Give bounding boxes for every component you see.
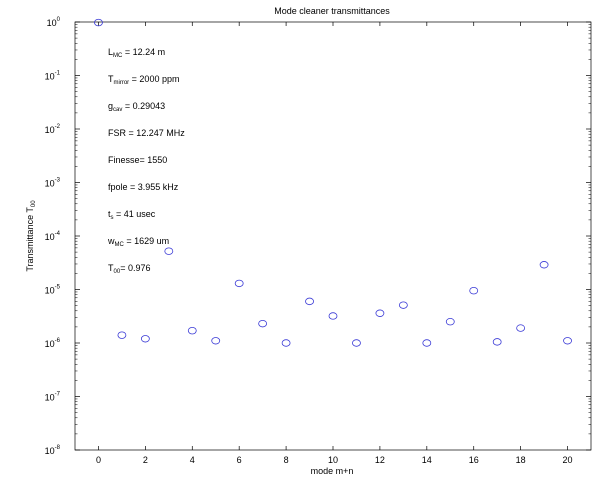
x-tick-label: 2 xyxy=(143,455,148,465)
chart-title: Mode cleaner transmittances xyxy=(274,6,390,16)
annotation-line: Finesse= 1550 xyxy=(108,155,167,165)
data-point xyxy=(258,319,268,328)
y-tick-exponent: -1 xyxy=(55,71,61,77)
data-point xyxy=(422,339,432,347)
y-tick-label: 10-8 xyxy=(45,445,61,456)
y-axis-label-main: Transmittance T xyxy=(25,207,35,272)
data-point xyxy=(539,261,549,269)
y-tick-label: 10-2 xyxy=(45,124,61,135)
svg-text:Transmittance T00: Transmittance T00 xyxy=(25,200,37,272)
x-tick-label: 14 xyxy=(422,455,432,465)
y-tick-exponent: -3 xyxy=(55,178,61,184)
y-tick-exponent: -2 xyxy=(55,124,61,130)
data-point xyxy=(492,338,502,346)
annotation-line: gcav = 0.29043 xyxy=(108,101,165,113)
x-tick-label: 20 xyxy=(563,455,573,465)
y-tick-label: 10-7 xyxy=(45,392,61,403)
data-point xyxy=(305,297,314,306)
data-point xyxy=(234,279,244,288)
data-point xyxy=(187,326,197,335)
data-point xyxy=(375,309,385,317)
y-tick-label: 10-4 xyxy=(45,231,61,242)
data-point xyxy=(328,312,338,320)
data-point xyxy=(469,286,479,295)
data-point xyxy=(164,247,174,255)
x-tick-label: 0 xyxy=(96,455,101,465)
x-tick-label: 8 xyxy=(284,455,289,465)
annotation-line: ts = 41 usec xyxy=(108,209,156,221)
data-point xyxy=(140,335,150,343)
data-point xyxy=(211,337,221,345)
y-ticks: 10-8 10-7 10-6 10-5 10-4 10-3 10-2 10-1 100 xyxy=(45,17,591,456)
data-point xyxy=(516,324,526,332)
y-tick-exponent: -7 xyxy=(55,392,61,398)
annotations: LMC = 12.24 m Tmirror = 2000 ppm gcav = 0.… xyxy=(107,47,185,275)
y-axis-label-sub: 00 xyxy=(31,200,37,207)
data-point xyxy=(398,301,408,309)
data-point xyxy=(352,339,361,347)
annotation-line: fpole = 3.955 kHz xyxy=(108,182,179,192)
y-tick-label: 10-3 xyxy=(45,178,61,189)
x-tick-label: 4 xyxy=(190,455,195,465)
data-points xyxy=(94,18,572,347)
data-point xyxy=(281,339,291,347)
x-tick-label: 12 xyxy=(375,455,385,465)
annotation-line: FSR = 12.247 MHz xyxy=(108,128,185,138)
x-tick-label: 16 xyxy=(469,455,479,465)
x-axis-label: mode m+n xyxy=(311,466,354,476)
y-tick-label: 10-6 xyxy=(45,338,61,349)
y-axis-label: Transmittance T00 xyxy=(25,200,37,272)
x-tick-label: 10 xyxy=(328,455,338,465)
annotation-line: T00= 0.976 xyxy=(108,263,150,275)
y-tick-label: 10-1 xyxy=(45,71,61,82)
data-point xyxy=(563,337,572,345)
data-point xyxy=(94,18,103,27)
x-tick-label: 18 xyxy=(516,455,526,465)
y-tick-label: 100 xyxy=(47,17,61,28)
x-tick-label: 6 xyxy=(237,455,242,465)
y-tick-exponent: 0 xyxy=(57,17,61,23)
y-tick-label: 10-5 xyxy=(45,285,61,296)
x-ticks: 0 2 4 6 8 10 12 14 16 18 20 xyxy=(96,22,573,465)
annotation-line: Tmirror = 2000 ppm xyxy=(108,74,179,86)
annotation-line: wMC = 1629 um xyxy=(107,236,169,248)
data-point xyxy=(117,331,127,339)
y-tick-exponent: -4 xyxy=(55,231,61,237)
annotation-line: LMC = 12.24 m xyxy=(108,47,165,59)
y-tick-exponent: -6 xyxy=(55,338,61,344)
y-tick-exponent: -8 xyxy=(55,445,61,451)
y-tick-exponent: -5 xyxy=(55,285,61,291)
data-point xyxy=(445,318,455,326)
